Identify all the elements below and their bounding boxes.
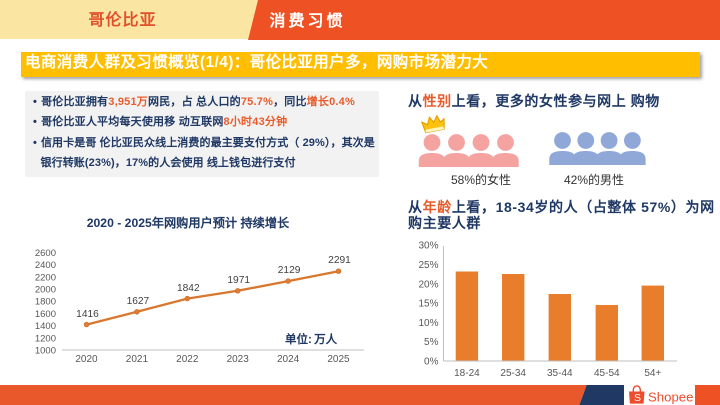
svg-text:2400: 2400 <box>35 260 56 271</box>
svg-text:18-24: 18-24 <box>454 368 480 379</box>
svg-text:1800: 1800 <box>35 297 56 308</box>
svg-text:S: S <box>634 392 641 404</box>
svg-text:2021: 2021 <box>126 354 149 365</box>
svg-text:2023: 2023 <box>227 354 250 365</box>
svg-text:1416: 1416 <box>76 309 99 320</box>
svg-text:35-44: 35-44 <box>547 368 573 379</box>
svg-text:2000: 2000 <box>35 285 56 296</box>
svg-text:10%: 10% <box>418 318 438 329</box>
svg-text:1627: 1627 <box>127 296 150 307</box>
svg-text:25-34: 25-34 <box>500 368 526 379</box>
svg-text:25%: 25% <box>418 260 438 271</box>
svg-text:20%: 20% <box>418 279 438 290</box>
svg-text:1842: 1842 <box>177 283 200 294</box>
svg-text:2200: 2200 <box>35 272 56 283</box>
svg-text:2129: 2129 <box>278 265 301 276</box>
svg-text:2025: 2025 <box>327 354 350 365</box>
svg-text:2600: 2600 <box>35 248 56 259</box>
svg-text:2024: 2024 <box>277 354 300 365</box>
svg-text:1600: 1600 <box>35 309 56 320</box>
svg-text:2022: 2022 <box>176 354 199 365</box>
svg-text:30%: 30% <box>418 241 438 252</box>
svg-text:45-54: 45-54 <box>594 368 620 379</box>
svg-text:5%: 5% <box>424 337 439 348</box>
svg-text:Shopee: Shopee <box>648 390 693 405</box>
svg-text:1000: 1000 <box>35 346 56 357</box>
svg-text:15%: 15% <box>418 299 438 310</box>
svg-text:2291: 2291 <box>328 255 351 266</box>
svg-text:1971: 1971 <box>227 275 250 286</box>
svg-text:1400: 1400 <box>35 321 56 332</box>
svg-text:1200: 1200 <box>35 333 56 344</box>
svg-text:0%: 0% <box>424 357 439 368</box>
svg-text:2020: 2020 <box>75 354 98 365</box>
svg-text:54+: 54+ <box>644 368 661 379</box>
